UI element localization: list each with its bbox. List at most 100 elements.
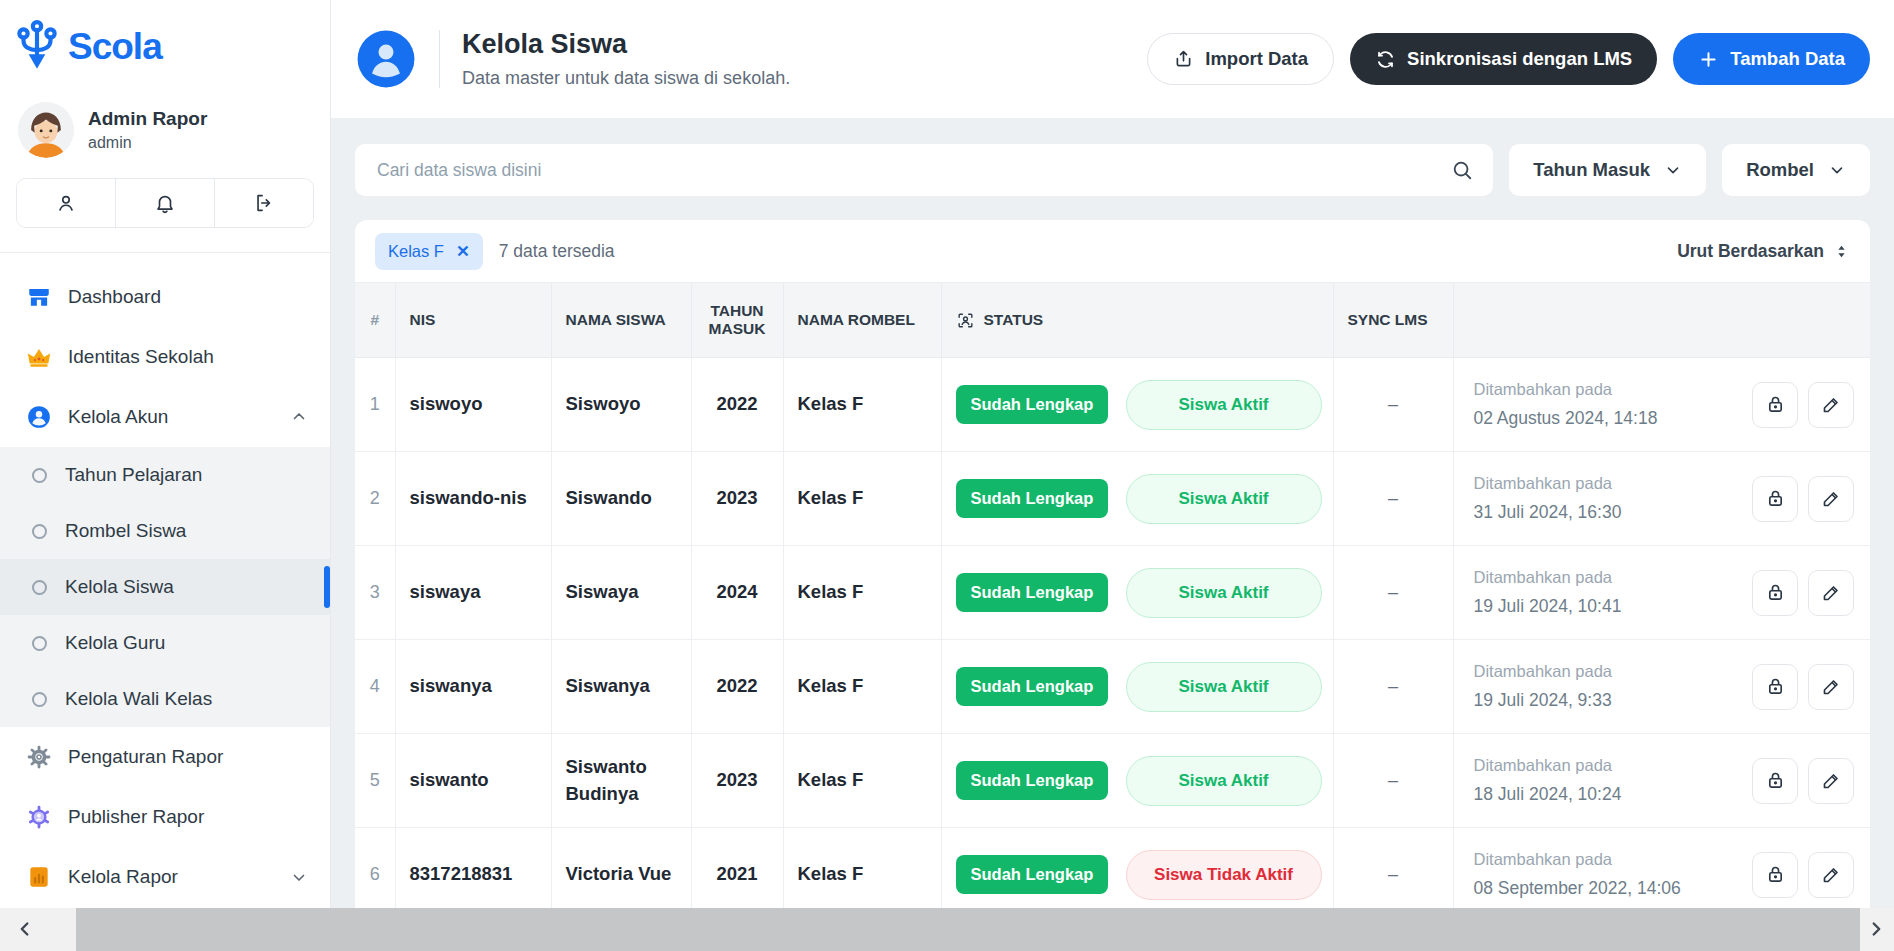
- cell-added: Ditambahkan pada 18 Juli 2024, 10:24: [1453, 734, 1870, 828]
- lock-icon: [1765, 582, 1786, 603]
- sidebar-item-label: Kelola Siswa: [65, 576, 174, 598]
- sync-lms-button[interactable]: Sinkronisasi dengan LMS: [1350, 33, 1657, 85]
- cell-sync-lms: –: [1333, 640, 1453, 734]
- cell-status: Sudah Lengkap Siswa Aktif: [941, 358, 1333, 452]
- sidebar-item-identitas-sekolah[interactable]: Identitas Sekolah: [0, 327, 330, 387]
- storefront-icon: [26, 284, 52, 310]
- student-status-pill: Siswa Tidak Aktif: [1126, 850, 1322, 900]
- completeness-badge: Sudah Lengkap: [956, 761, 1109, 800]
- row-number: 1: [355, 358, 395, 452]
- chip-close-icon[interactable]: ✕: [456, 242, 470, 261]
- edit-button[interactable]: [1808, 852, 1854, 898]
- search-icon[interactable]: [1451, 159, 1473, 181]
- lock-button[interactable]: [1752, 852, 1798, 898]
- completeness-badge: Sudah Lengkap: [956, 667, 1109, 706]
- crown-icon: [26, 344, 52, 370]
- scroll-right-icon[interactable]: [1865, 918, 1887, 940]
- student-row: 1 siswoyo Siswoyo 2022 Kelas F Sudah Len…: [355, 358, 1870, 452]
- search-box[interactable]: [355, 144, 1493, 196]
- lock-icon: [1765, 864, 1786, 885]
- row-actions: [1752, 664, 1854, 710]
- sidebar-item-label: Pengaturan Rapor: [68, 746, 223, 768]
- sort-control[interactable]: Urut Berdasarkan: [1677, 241, 1850, 262]
- sidebar-item-kelola-akun[interactable]: Kelola Akun: [0, 387, 330, 447]
- import-data-button[interactable]: Import Data: [1147, 33, 1334, 85]
- cell-nis: 8317218831: [395, 828, 551, 922]
- lock-button[interactable]: [1752, 664, 1798, 710]
- report-icon: [26, 864, 52, 890]
- sidebar-item-publisher-rapor[interactable]: Publisher Rapor: [0, 787, 330, 847]
- cell-nis: siswanto: [395, 734, 551, 828]
- row-actions: [1752, 382, 1854, 428]
- search-input[interactable]: [375, 159, 1451, 182]
- edit-button[interactable]: [1808, 382, 1854, 428]
- edit-button[interactable]: [1808, 570, 1854, 616]
- added-label: Ditambahkan pada: [1474, 662, 1613, 681]
- cell-nama-rombel: Kelas F: [783, 546, 941, 640]
- sidebar-item-kelola-siswa[interactable]: Kelola Siswa: [0, 559, 330, 615]
- person-scan-icon: [956, 311, 975, 330]
- cell-nama-rombel: Kelas F: [783, 640, 941, 734]
- cell-tahun-masuk: 2022: [691, 640, 783, 734]
- upload-icon: [1173, 49, 1194, 70]
- cell-tahun-masuk: 2022: [691, 358, 783, 452]
- lock-icon: [1765, 394, 1786, 415]
- tahun-masuk-dropdown[interactable]: Tahun Masuk: [1509, 144, 1706, 196]
- cell-nis: siswando-nis: [395, 452, 551, 546]
- col-number: #: [355, 283, 395, 358]
- row-actions: [1752, 476, 1854, 522]
- cell-nama-rombel: Kelas F: [783, 734, 941, 828]
- sort-icon: [1833, 243, 1850, 260]
- edit-button[interactable]: [1808, 476, 1854, 522]
- col-tahun-masuk: TAHUN MASUK: [691, 283, 783, 358]
- lock-icon: [1765, 488, 1786, 509]
- sidebar-item-label: Kelola Wali Kelas: [65, 688, 212, 710]
- cell-sync-lms: –: [1333, 358, 1453, 452]
- sidebar-item-kelola-guru[interactable]: Kelola Guru: [0, 615, 330, 671]
- sidebar-divider: [0, 252, 330, 253]
- edit-button[interactable]: [1808, 664, 1854, 710]
- col-nis: NIS: [395, 283, 551, 358]
- tambah-data-button[interactable]: Tambah Data: [1673, 33, 1870, 85]
- cell-nama-rombel: Kelas F: [783, 828, 941, 922]
- cell-tahun-masuk: 2023: [691, 452, 783, 546]
- sidebar-item-kelola-rapor[interactable]: Kelola Rapor: [0, 847, 330, 907]
- cell-nis: siswanya: [395, 640, 551, 734]
- tambah-data-label: Tambah Data: [1730, 48, 1845, 70]
- scroll-left-icon[interactable]: [14, 918, 36, 940]
- gear-icon: [26, 744, 52, 770]
- student-row: 5 siswanto Siswanto Budinya 2023 Kelas F…: [355, 734, 1870, 828]
- rombel-label: Rombel: [1746, 159, 1814, 181]
- sidebar-item-tahun-pelajaran[interactable]: Tahun Pelajaran: [0, 447, 330, 503]
- logout-button[interactable]: [215, 179, 313, 227]
- sidebar-item-kelola-wali-kelas[interactable]: Kelola Wali Kelas: [0, 671, 330, 727]
- scrollbar-thumb[interactable]: [76, 908, 1860, 951]
- student-status-pill: Siswa Aktif: [1126, 474, 1322, 524]
- page-subtitle: Data master untuk data siswa di sekolah.: [462, 68, 790, 89]
- filter-chip-kelas-f[interactable]: Kelas F ✕: [375, 233, 483, 270]
- sidebar-item-rombel-siswa[interactable]: Rombel Siswa: [0, 503, 330, 559]
- lock-button[interactable]: [1752, 382, 1798, 428]
- cell-status: Sudah Lengkap Siswa Aktif: [941, 452, 1333, 546]
- profile-name: Admin Rapor: [88, 108, 207, 130]
- sidebar-item-pengaturan-rapor[interactable]: Pengaturan Rapor: [0, 727, 330, 787]
- rombel-dropdown[interactable]: Rombel: [1722, 144, 1870, 196]
- cell-nis: siswoyo: [395, 358, 551, 452]
- sidebar-item-dashboard[interactable]: Dashboard: [0, 267, 330, 327]
- lock-button[interactable]: [1752, 570, 1798, 616]
- pencil-icon: [1821, 770, 1842, 791]
- cell-tahun-masuk: 2024: [691, 546, 783, 640]
- bullet-icon: [32, 468, 47, 483]
- account-button[interactable]: [17, 179, 116, 227]
- cell-added: Ditambahkan pada 02 Agustus 2024, 14:18: [1453, 358, 1870, 452]
- logo[interactable]: Scola: [0, 0, 330, 74]
- cell-sync-lms: –: [1333, 734, 1453, 828]
- lock-button[interactable]: [1752, 758, 1798, 804]
- bullet-icon: [32, 636, 47, 651]
- notifications-button[interactable]: [116, 179, 215, 227]
- sidebar-item-label: Kelola Akun: [68, 406, 168, 428]
- edit-button[interactable]: [1808, 758, 1854, 804]
- row-actions: [1752, 852, 1854, 898]
- horizontal-scrollbar[interactable]: [0, 908, 1894, 951]
- lock-button[interactable]: [1752, 476, 1798, 522]
